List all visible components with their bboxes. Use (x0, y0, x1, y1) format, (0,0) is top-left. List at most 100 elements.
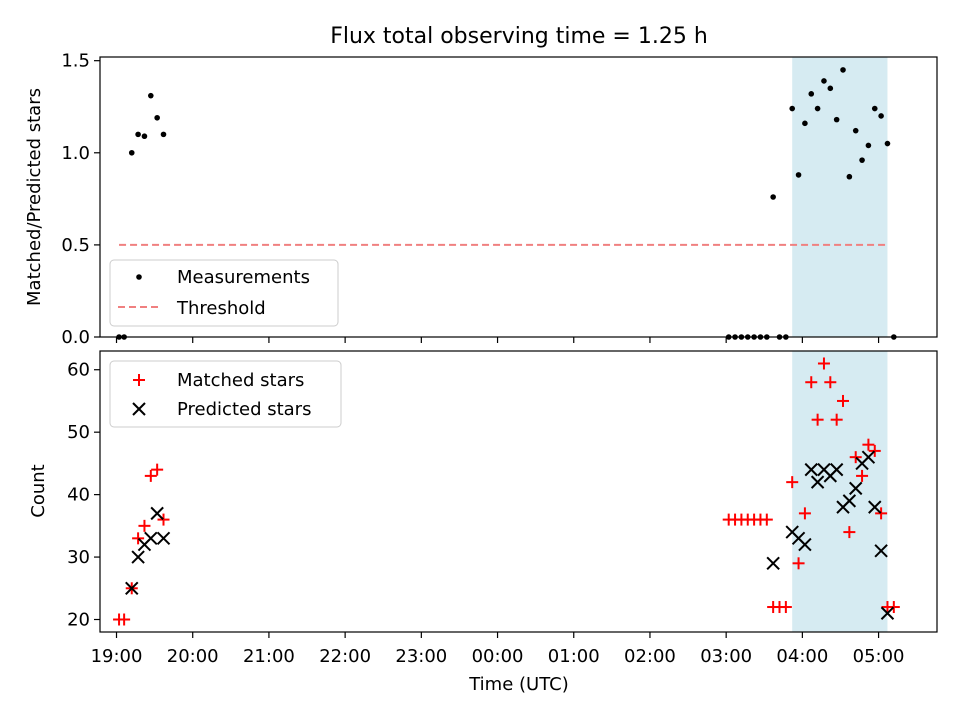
predicted-point (125, 581, 139, 595)
measurement-point (148, 92, 154, 99)
matched-point (132, 532, 145, 545)
matched-point (824, 376, 837, 389)
predicted-point (880, 606, 895, 620)
matched-point (779, 601, 792, 614)
measurement-point (808, 91, 815, 97)
measurement-point (865, 142, 872, 149)
predicted-point (131, 550, 145, 564)
measurement-point (789, 105, 796, 112)
top-highlight-span (792, 57, 888, 337)
matched-point (786, 476, 799, 489)
predicted-point (144, 531, 158, 546)
x-tick-label: 03:00 (700, 646, 752, 667)
top-y-tick-label: 0.0 (61, 327, 90, 348)
bottom-y-tick-label: 30 (67, 547, 90, 568)
bottom-matched-points (113, 357, 900, 626)
matched-point (887, 601, 900, 614)
measurement-point (833, 116, 840, 123)
predicted-point (874, 544, 888, 558)
predicted-point (842, 494, 857, 508)
predicted-point (798, 537, 812, 552)
bottom-y-tick-label: 20 (67, 610, 90, 631)
top-x-tick-marks (115, 337, 880, 343)
matched-point (144, 469, 157, 482)
matched-point (856, 469, 869, 482)
x-tick-label: 01:00 (548, 646, 600, 667)
predicted-point (810, 475, 825, 489)
bottom-y-axis-label: Count (28, 464, 49, 517)
legend-predicted-marker (132, 402, 146, 416)
predicted-point (150, 506, 164, 521)
measurement-point (154, 114, 160, 121)
legend-measurements-marker (136, 274, 142, 280)
x-tick-label: 02:00 (624, 646, 676, 667)
matched-point (849, 451, 862, 464)
bottom-legend: Matched stars Predicted stars (109, 360, 342, 428)
chart-title: Flux total observing time = 1.25 h (330, 24, 708, 49)
measurement-point (852, 127, 859, 134)
measurement-point (871, 105, 878, 112)
matched-point (157, 513, 170, 526)
x-tick-label: 04:00 (776, 646, 828, 667)
matched-point (843, 526, 856, 539)
predicted-point (156, 531, 171, 546)
matched-point (811, 413, 824, 426)
predicted-point (829, 462, 844, 477)
x-tick-label: 20:00 (167, 646, 219, 667)
measurement-point (884, 140, 891, 147)
bottom-y-ticks: 20 30 40 50 60 (67, 360, 100, 631)
bottom-y-tick-label: 50 (67, 422, 90, 443)
x-tick-label: 23:00 (395, 646, 447, 667)
matched-point (875, 507, 888, 520)
top-legend-box (109, 259, 339, 327)
measurement-point (821, 78, 827, 84)
top-panel: 0.0 0.5 1.0 1.5 Matched/Predicted stars Mea… (24, 51, 938, 348)
x-axis-label: Time (UTC) (468, 674, 569, 695)
x-tick-label: 05:00 (853, 646, 905, 667)
bottom-y-tick-label: 60 (67, 360, 90, 381)
legend-measurements-label: Measurements (177, 267, 310, 288)
measurement-point (814, 105, 821, 112)
top-axes-frame (99, 56, 938, 338)
matched-point (138, 519, 151, 532)
matched-point (830, 413, 843, 426)
bottom-x-ticks: 19:00 20:00 21:00 22:00 23:00 00:00 01:00 02:00… (91, 632, 905, 667)
measurement-point (846, 173, 853, 180)
top-y-tick-label: 1.0 (61, 143, 90, 164)
measurement-point (770, 194, 776, 200)
legend-threshold-label: Threshold (176, 298, 266, 319)
measurement-point (160, 131, 167, 138)
measurement-point (795, 172, 802, 178)
matched-point (817, 357, 830, 370)
measurement-point (840, 67, 846, 73)
matched-point (805, 376, 818, 389)
matched-point (151, 463, 164, 476)
legend-predicted-label: Predicted stars (177, 399, 311, 420)
x-tick-label: 21:00 (243, 646, 295, 667)
measurement-point (878, 113, 884, 119)
predicted-point (861, 450, 876, 464)
measurement-point (802, 120, 808, 127)
bottom-predicted-points (125, 450, 895, 620)
predicted-point (804, 462, 818, 477)
measurement-point (859, 157, 865, 163)
legend-matched-label: Matched stars (177, 370, 304, 391)
measurement-point (128, 149, 135, 156)
x-tick-label: 22:00 (319, 646, 371, 667)
matched-point (798, 507, 811, 520)
top-legend: Measurements Threshold (109, 259, 339, 327)
matched-point (862, 438, 875, 451)
measurement-point (135, 131, 141, 138)
predicted-point (868, 500, 882, 514)
matched-point (868, 444, 881, 457)
x-tick-label: 00:00 (472, 646, 524, 667)
top-y-axis-label: Matched/Predicted stars (24, 88, 45, 306)
matched-point (118, 613, 131, 626)
bottom-highlight-span (792, 351, 888, 632)
x-tick-label: 19:00 (91, 646, 143, 667)
top-y-ticks: 0.0 0.5 1.0 1.5 (61, 51, 100, 348)
top-y-tick-label: 0.5 (61, 235, 90, 256)
predicted-point (766, 556, 780, 571)
measurement-point (827, 85, 834, 92)
